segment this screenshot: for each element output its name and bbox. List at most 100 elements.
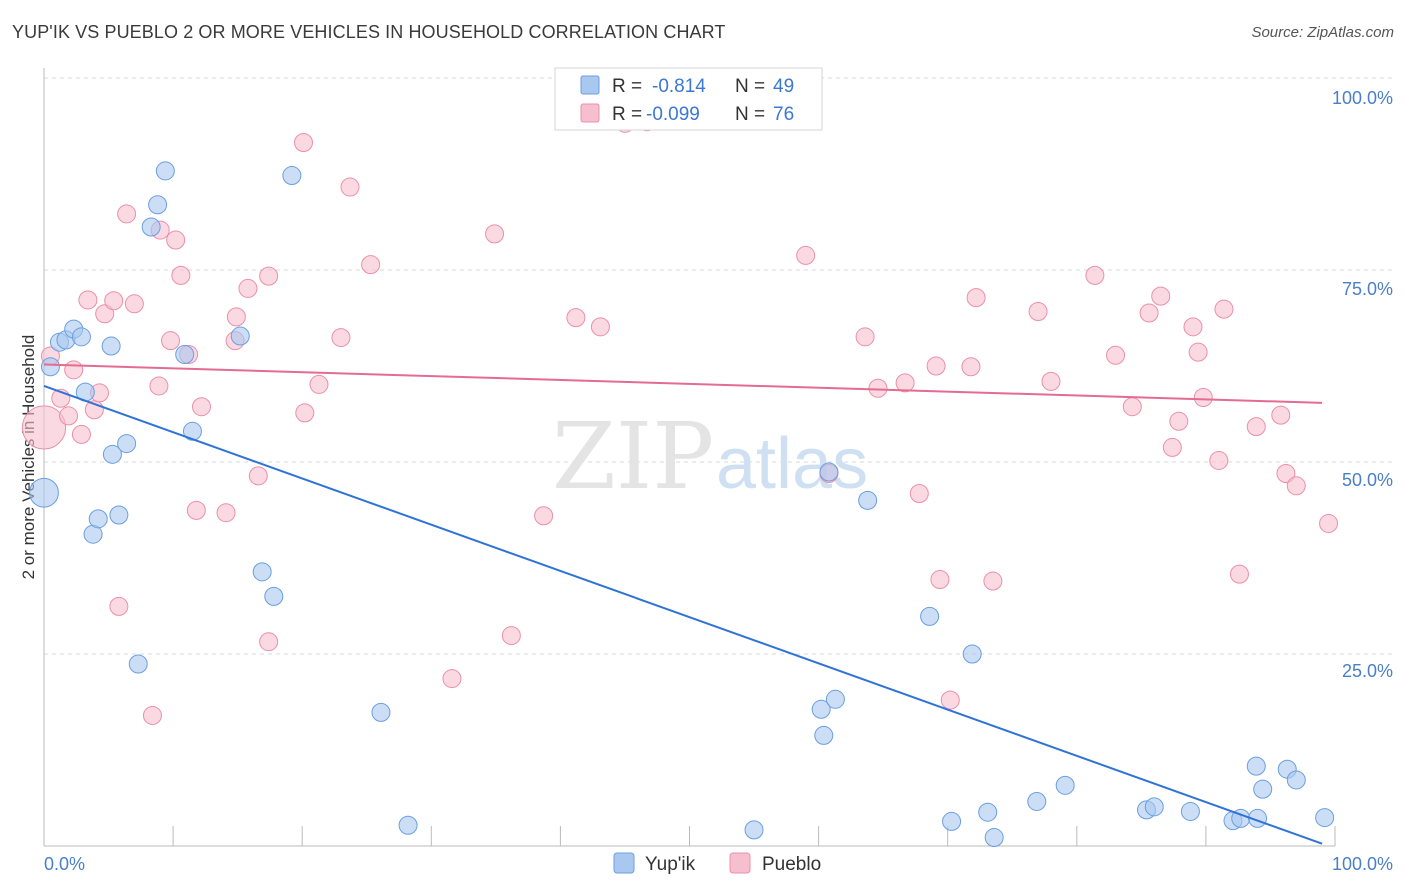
pueblo-data-point [117,204,137,224]
pueblo-data-point [1214,299,1234,319]
legend-swatch-pueblo[interactable] [729,852,751,874]
pueblo-data-point [1169,411,1189,431]
pueblo-data-point [1319,513,1339,533]
legend-label-yupik[interactable]: Yup'ik [645,854,696,875]
stats-legend-r-label-pueblo: R = [612,104,642,125]
pueblo-data-point [1183,317,1203,337]
pueblo-data-point [64,360,84,380]
pueblo-data-point [1271,405,1291,425]
pueblo-trend-line [43,363,1323,404]
chart-title: YUP'IK VS PUEBLO 2 OR MORE VEHICLES IN H… [12,22,726,42]
yupik-data-point [264,586,284,606]
legend-label-pueblo[interactable]: Pueblo [762,854,821,875]
chart-source: Source: ZipAtlas.com [1251,24,1394,41]
yupik-data-point [819,462,839,482]
yupik-data-point [920,606,940,626]
pueblo-data-point [501,626,521,646]
yupik-trend-line [43,385,1323,845]
pueblo-data-point [1041,371,1061,391]
pueblo-data-point [1229,564,1249,584]
pueblo-data-point [1151,286,1171,306]
yupik-data-point [175,344,195,364]
yupik-data-point [744,820,764,840]
yupik-data-point [282,166,302,186]
pueblo-data-point [961,357,981,377]
yupik-data-point [101,336,121,356]
pueblo-data-point [442,669,462,689]
pueblo-data-point [95,304,115,324]
yupik-points [29,161,1335,848]
pueblo-data-point [216,503,236,523]
y-tick-label-25: 25.0% [1342,661,1393,681]
x-tick-marks [43,826,1336,846]
x-tick-label-max: 100.0% [1332,854,1393,874]
yupik-data-point [182,421,202,441]
stats-legend-n-value-pueblo: 76 [773,104,794,125]
pueblo-data-point [259,266,279,286]
pueblo-data-point [186,500,206,520]
pueblo-data-point [192,397,212,417]
pueblo-data-point [590,317,610,337]
pueblo-data-point [983,571,1003,591]
yupik-data-point [102,444,122,464]
pueblo-data-point [1188,342,1208,362]
pueblo-data-point [238,278,258,298]
pueblo-data-point [309,374,329,394]
yupik-data-point [155,161,175,181]
pueblo-data-point [796,245,816,265]
pueblo-data-point [566,308,586,328]
pueblo-data-point [226,307,246,327]
pueblo-data-point [331,328,351,348]
pueblo-data-point [1286,476,1306,496]
pueblo-data-point [149,376,169,396]
y-tick-label-100: 100.0% [1332,88,1393,108]
yupik-data-point [371,702,391,722]
stats-legend-swatch-pueblo [580,103,600,123]
pueblo-data-point [1246,417,1266,437]
pueblo-data-point [940,690,960,710]
stats-legend: R = -0.814 N = 49 R = -0.099 N = 76 [554,67,823,131]
pueblo-data-point [855,327,875,347]
pueblo-data-point [926,356,946,376]
yupik-data-point [1180,801,1200,821]
yupik-data-point [1315,808,1335,828]
pueblo-data-point [485,224,505,244]
legend-swatch-yupik[interactable] [613,852,635,874]
pueblo-data-point [361,255,381,275]
watermark-atlas: atlas [716,424,868,504]
pueblo-data-point [1139,303,1159,323]
yupik-data-point [811,699,831,719]
yupik-data-point [858,490,878,510]
yupik-data-point [109,505,129,525]
yupik-data-point [128,654,148,674]
yupik-data-point [40,357,60,377]
yupik-data-point [978,802,998,822]
yupik-data-point [1286,770,1306,790]
yupik-data-point [984,828,1004,848]
pueblo-data-point [109,596,129,616]
yupik-data-point [1253,779,1273,799]
yupik-data-point [1144,797,1164,817]
pueblo-data-point [895,373,915,393]
pueblo-data-point [909,483,929,503]
pueblo-data-point [966,288,986,308]
gridlines [44,77,1395,655]
pueblo-data-point [1085,265,1105,285]
trend-lines [43,363,1323,845]
pueblo-data-point [534,506,554,526]
pueblo-data-point [930,570,950,590]
yupik-data-point [398,815,418,835]
yupik-data-point [117,434,137,454]
stats-legend-swatch-yupik [580,75,600,95]
pueblo-data-point [1276,464,1296,484]
watermark-zip: ZIP [552,403,714,510]
yupik-data-point [1027,791,1047,811]
bottom-legend: Yup'ik Pueblo [613,852,821,875]
pueblo-data-point [59,406,79,426]
yupik-data-point [252,562,272,582]
pueblo-data-point [142,705,162,725]
yupik-data-point [814,725,834,745]
pueblo-data-point [166,230,186,250]
pueblo-data-point [295,403,315,423]
